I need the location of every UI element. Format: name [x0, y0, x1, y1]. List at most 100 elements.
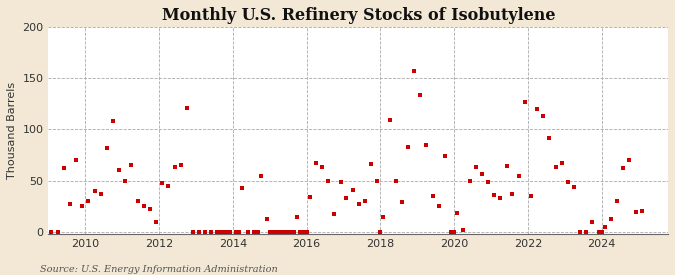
Point — [255, 173, 266, 178]
Point — [409, 69, 420, 73]
Point — [77, 204, 88, 208]
Point — [446, 230, 456, 234]
Point — [360, 199, 371, 203]
Point — [458, 228, 468, 232]
Point — [273, 230, 284, 234]
Point — [624, 158, 634, 162]
Point — [212, 230, 223, 234]
Point — [354, 202, 364, 207]
Point — [630, 210, 641, 214]
Point — [52, 230, 63, 234]
Point — [114, 168, 125, 173]
Point — [538, 114, 549, 118]
Point — [495, 196, 506, 200]
Point — [169, 165, 180, 169]
Point — [575, 230, 586, 234]
Point — [427, 194, 438, 198]
Point — [415, 92, 426, 97]
Point — [277, 230, 288, 234]
Point — [556, 161, 567, 166]
Point — [612, 199, 622, 203]
Point — [126, 163, 137, 167]
Point — [225, 230, 236, 234]
Point — [59, 166, 70, 170]
Point — [249, 230, 260, 234]
Point — [341, 196, 352, 200]
Point — [329, 212, 340, 217]
Point — [138, 204, 149, 208]
Point — [89, 189, 100, 193]
Point — [449, 230, 460, 234]
Point — [271, 230, 281, 234]
Point — [580, 230, 591, 234]
Point — [163, 184, 173, 188]
Point — [175, 163, 186, 167]
Point — [599, 225, 610, 229]
Point — [304, 195, 315, 199]
Point — [544, 135, 555, 140]
Point — [215, 230, 226, 234]
Point — [323, 178, 333, 183]
Point — [396, 200, 407, 204]
Point — [188, 230, 198, 234]
Point — [243, 230, 254, 234]
Point — [289, 230, 300, 234]
Point — [119, 178, 130, 183]
Point — [477, 172, 487, 177]
Point — [550, 165, 561, 169]
Point — [532, 107, 543, 111]
Point — [252, 230, 263, 234]
Point — [593, 230, 604, 234]
Point — [587, 219, 598, 224]
Point — [132, 199, 143, 203]
Point — [107, 119, 118, 123]
Point — [513, 173, 524, 178]
Point — [366, 162, 377, 166]
Point — [71, 158, 82, 162]
Point — [157, 180, 167, 185]
Point — [464, 178, 475, 183]
Point — [286, 230, 296, 234]
Point — [421, 142, 432, 147]
Y-axis label: Thousand Barrels: Thousand Barrels — [7, 82, 17, 179]
Point — [452, 211, 462, 216]
Point — [101, 146, 112, 150]
Point — [83, 199, 94, 203]
Point — [46, 230, 57, 234]
Point — [348, 188, 358, 192]
Point — [618, 166, 628, 170]
Point — [298, 230, 309, 234]
Point — [335, 180, 346, 184]
Point — [218, 230, 229, 234]
Point — [507, 192, 518, 196]
Point — [295, 230, 306, 234]
Point — [470, 165, 481, 169]
Point — [280, 230, 291, 234]
Point — [375, 230, 386, 234]
Point — [237, 186, 248, 190]
Point — [182, 106, 192, 110]
Point — [525, 194, 536, 198]
Point — [489, 193, 500, 197]
Point — [403, 145, 414, 149]
Point — [151, 219, 161, 224]
Point — [206, 230, 217, 234]
Point — [144, 207, 155, 211]
Point — [261, 216, 272, 221]
Point — [636, 209, 647, 214]
Point — [439, 154, 450, 158]
Point — [310, 161, 321, 166]
Point — [562, 180, 573, 184]
Point — [317, 165, 327, 169]
Point — [391, 178, 402, 183]
Point — [501, 164, 512, 169]
Point — [267, 230, 278, 234]
Point — [520, 100, 531, 104]
Point — [301, 230, 312, 234]
Point — [283, 230, 294, 234]
Point — [234, 230, 244, 234]
Title: Monthly U.S. Refinery Stocks of Isobutylene: Monthly U.S. Refinery Stocks of Isobutyl… — [161, 7, 555, 24]
Point — [433, 204, 444, 208]
Point — [605, 216, 616, 221]
Text: Source: U.S. Energy Information Administration: Source: U.S. Energy Information Administ… — [40, 265, 278, 274]
